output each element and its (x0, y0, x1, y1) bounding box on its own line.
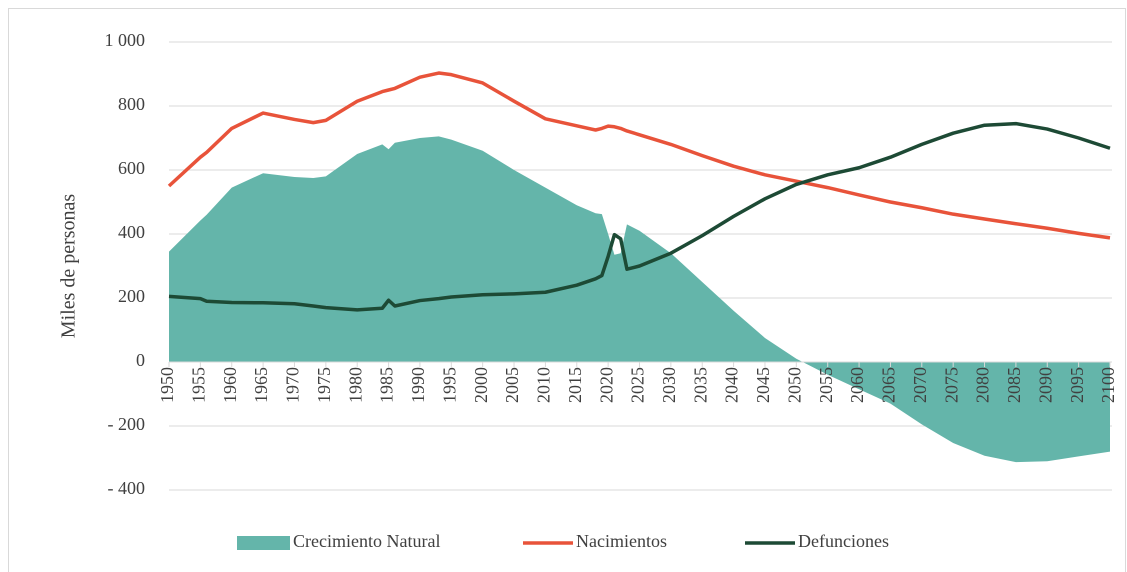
x-tick-label: 2050 (784, 367, 804, 403)
x-tick-label: 2010 (534, 367, 554, 403)
x-tick-label: 2085 (1004, 367, 1024, 403)
y-tick-label: 800 (118, 94, 145, 114)
x-tick-label: 1990 (408, 367, 428, 403)
y-axis-label: Miles de personas (58, 194, 80, 339)
y-tick-label: 600 (118, 158, 145, 178)
x-tick-label: 2095 (1067, 367, 1087, 403)
x-tick-label: 2000 (471, 367, 491, 403)
x-tick-label: 2025 (628, 367, 648, 403)
x-tick-label: 1980 (345, 367, 365, 403)
x-tick-label: 1950 (157, 367, 177, 403)
x-tick-label: 2040 (722, 367, 742, 403)
x-tick-label: 1955 (188, 367, 208, 403)
x-tick-label: 2045 (753, 367, 773, 403)
legend-swatch (237, 536, 290, 550)
line (167, 71, 1111, 240)
x-tick-label: 2060 (847, 367, 867, 403)
legend-label: Nacimientos (576, 531, 667, 551)
x-tick-label: 1970 (283, 367, 303, 403)
x-tick-label: 2055 (816, 367, 836, 403)
chart-border (8, 8, 1126, 572)
y-tick-label: 0 (136, 350, 145, 370)
x-tick-label: 2070 (910, 367, 930, 403)
x-tick-label: 2030 (659, 367, 679, 403)
legend-label: Crecimiento Natural (293, 531, 440, 551)
x-tick-label: 1985 (377, 367, 397, 403)
x-tick-label: 1965 (251, 367, 271, 403)
x-tick-label: 1995 (439, 367, 459, 403)
x-tick-label: 2090 (1035, 367, 1055, 403)
x-tick-label: 2080 (973, 367, 993, 403)
legend-label: Defunciones (798, 531, 889, 551)
x-tick-label: 1975 (314, 367, 334, 403)
x-tick-label: 2075 (941, 367, 961, 403)
x-tick-label: 2065 (879, 367, 899, 403)
y-tick-label: - 400 (108, 478, 146, 498)
line (168, 121, 1111, 312)
x-tick-label: 2100 (1098, 367, 1118, 403)
y-tick-label: - 200 (108, 414, 146, 434)
x-tick-label: 2005 (502, 367, 522, 403)
x-tick-label: 2035 (690, 367, 710, 403)
x-tick-label: 2015 (565, 367, 585, 403)
x-tick-label: 1960 (220, 367, 240, 403)
y-tick-label: 1 000 (105, 30, 146, 50)
y-tick-label: 400 (118, 222, 145, 242)
x-tick-label: 2020 (596, 367, 616, 403)
y-tick-label: 200 (118, 286, 145, 306)
area (169, 136, 1110, 463)
